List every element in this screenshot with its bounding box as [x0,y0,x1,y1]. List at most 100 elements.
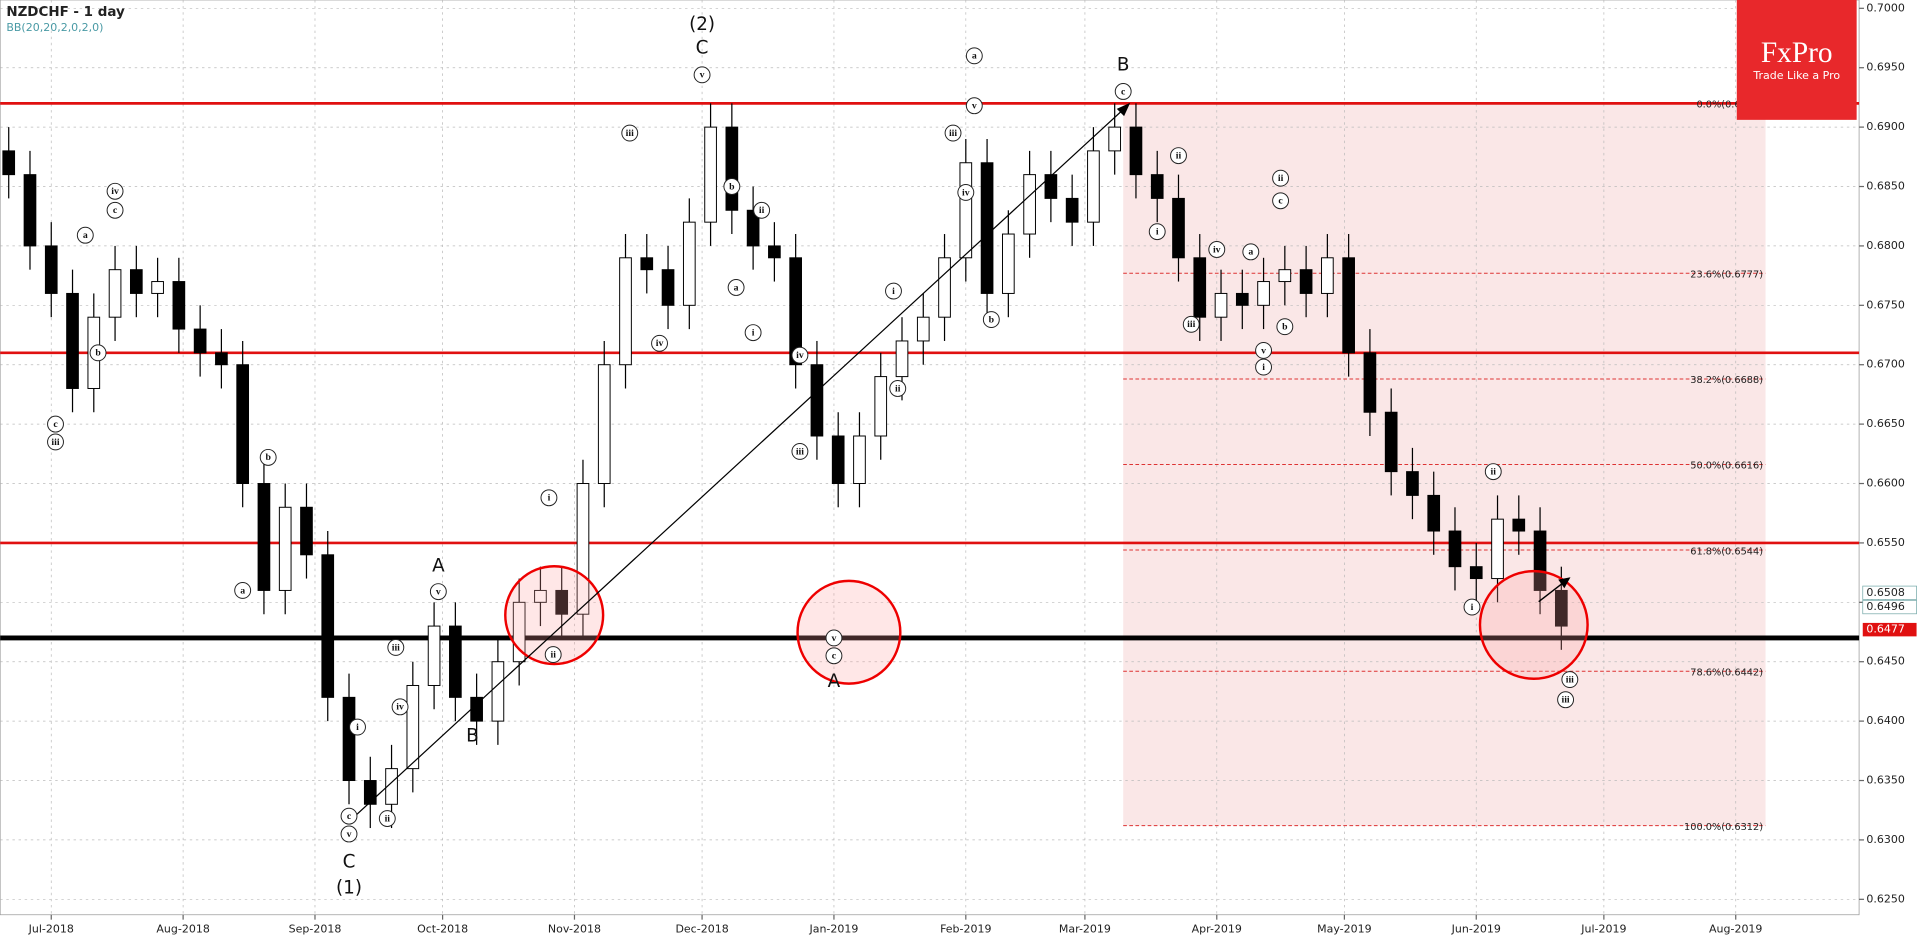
plot-area [0,0,1860,916]
x-tick-label: Jan-2019 [808,922,858,935]
candle-body [1554,589,1568,627]
price-label: 0.6508 [1866,586,1904,599]
wave-circle [1255,342,1273,359]
wave-label: v [700,70,705,81]
x-tick-label: Feb-2019 [940,922,991,935]
wave-label: ii [1278,173,1284,184]
candle-body [746,209,760,247]
wave-circle [349,718,366,736]
candle-body [661,269,675,306]
wave-circle [1255,358,1273,376]
candle-body [597,364,611,485]
y-tick-label: 0.6250 [1866,892,1904,905]
wave-circle [106,201,124,219]
wave-label: c [113,205,118,216]
wave-circle [391,698,409,716]
wave-label: B [466,726,479,747]
wave-circle [825,629,843,647]
x-tick-label: Oct-2018 [417,922,468,935]
x-tick-label: Aug-2019 [1709,922,1762,935]
wave-label: c [1121,86,1126,97]
candle-body [1427,494,1441,532]
candle-body [640,257,654,271]
candle-body [1108,126,1122,152]
candle-body [1087,150,1100,223]
candle-body [1023,174,1036,235]
candle-body [725,126,739,211]
wave-label: iv [111,186,119,197]
x-tick-label: Dec-2018 [675,922,728,935]
wave-circle [982,311,1000,329]
wave-label: a [1248,247,1253,258]
wave-circle [378,810,396,827]
wave-label: ii [759,205,765,216]
wave-label: i [1156,227,1159,238]
wave-label: v [1261,345,1266,356]
x-tick-label: Jun-2019 [1451,922,1501,935]
wave-circle [693,66,711,84]
wave-circle [340,825,358,843]
wave-circle [106,182,124,200]
arrow-head [1558,577,1571,589]
candle-body [1406,471,1419,496]
fib-label: 100.0%(0.6312) [1684,822,1763,833]
wave-circle [1463,598,1481,616]
price-box [1862,585,1917,600]
candle-body [44,245,58,294]
candle-body [682,221,696,306]
wave-label: iii [1562,695,1570,706]
candle-body [1384,411,1398,473]
candle-body [555,589,569,615]
brand-box [1736,0,1857,120]
wave-label: b [989,314,995,325]
chart-subtitle: BB(20,20,2,0,2,0) [6,21,103,34]
x-tick-label: Nov-2018 [548,922,601,935]
wave-circle [544,646,562,664]
candle-body [1342,257,1355,354]
wave-label: i [892,286,895,297]
candle-body [831,435,845,485]
wave-circle [1182,315,1200,333]
wave-circle [744,324,762,342]
candle-body [1193,257,1207,318]
highlight-circle [1478,569,1589,680]
candle-body [959,162,973,259]
candle-body [236,364,250,485]
wave-circle [47,433,64,451]
wave-label: B [1117,54,1130,75]
candle-body [1044,174,1058,199]
candle-body [576,483,590,615]
candle-body [1065,197,1079,223]
wave-circle [259,448,277,466]
wave-label: (1) [336,878,362,899]
y-tick-label: 0.6850 [1866,180,1904,193]
candle-body [1172,197,1185,259]
y-tick-label: 0.6750 [1866,298,1904,311]
candle-body [512,601,526,663]
wave-circle [1272,169,1290,187]
brand-tagline: Trade Like a Pro [1752,69,1840,82]
candle-body [1299,269,1313,294]
x-tick-label: Sep-2018 [289,922,342,935]
candle-body [23,174,37,247]
wave-circle [944,124,962,142]
candle-body [257,483,271,591]
wave-circle [387,639,405,656]
wave-circle [1561,671,1579,688]
wave-circle [651,334,668,352]
chart-title: NZDCHF - 1 day [6,5,125,20]
candle-body [278,506,292,591]
candle-body [193,328,207,354]
fib-label: 38.2%(0.6688) [1690,375,1763,386]
wave-label: iv [656,338,664,349]
current-price-box [1862,622,1917,637]
candle-body [66,292,79,389]
highlight-circle [796,579,902,685]
price-box [1862,599,1917,615]
wave-circle [791,346,809,364]
wave-circle [1557,691,1575,709]
candle-body [300,506,313,556]
x-tick-label: Mar-2019 [1059,922,1111,935]
wave-label: b [1282,322,1288,333]
